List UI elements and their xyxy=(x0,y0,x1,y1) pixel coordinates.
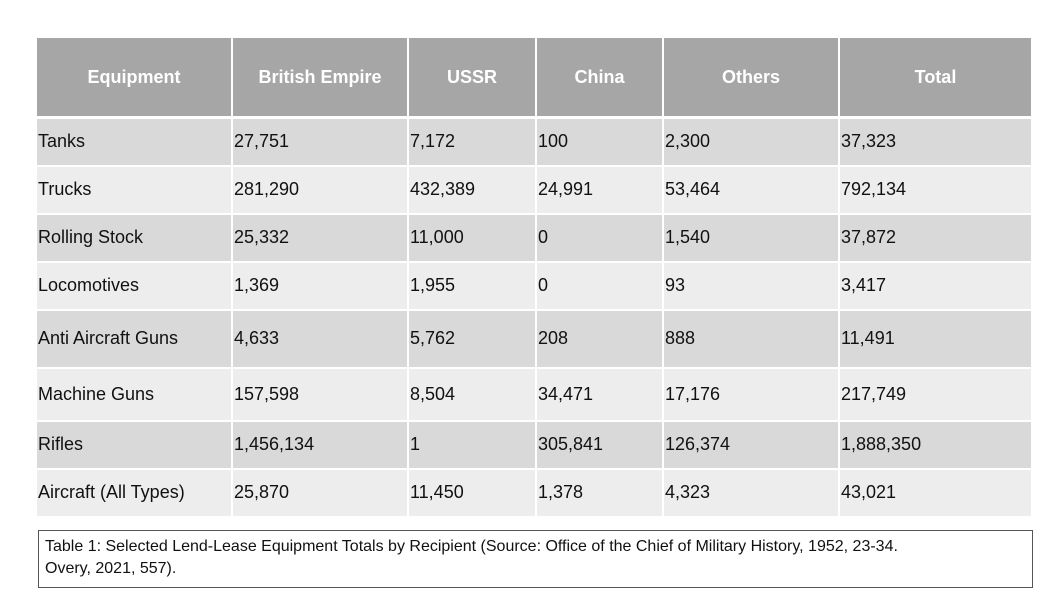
cell-ussr: 432,389 xyxy=(408,165,537,215)
cell-equipment: Rolling Stock xyxy=(37,213,233,263)
cell-equipment: Trucks xyxy=(37,165,233,215)
cell-ussr: 7,172 xyxy=(408,117,537,167)
cell-others: 126,374 xyxy=(663,420,840,470)
caption-line-1: Table 1: Selected Lend-Lease Equipment T… xyxy=(45,538,898,555)
table-row: Rolling Stock 25,332 11,000 0 1,540 37,8… xyxy=(37,213,1031,263)
lend-lease-table-container: Equipment British Empire USSR China Othe… xyxy=(37,38,1031,518)
cell-total: 217,749 xyxy=(839,367,1031,422)
cell-china: 34,471 xyxy=(536,367,664,422)
table-header: Equipment British Empire USSR China Othe… xyxy=(37,38,1031,119)
header-ussr: USSR xyxy=(408,38,537,119)
cell-british-empire: 25,332 xyxy=(232,213,409,263)
cell-total: 1,888,350 xyxy=(839,420,1031,470)
cell-british-empire: 1,456,134 xyxy=(232,420,409,470)
cell-ussr: 11,000 xyxy=(408,213,537,263)
table-row: Machine Guns 157,598 8,504 34,471 17,176… xyxy=(37,367,1031,422)
cell-british-empire: 27,751 xyxy=(232,117,409,167)
table-body: Tanks 27,751 7,172 100 2,300 37,323 Truc… xyxy=(37,117,1031,518)
cell-ussr: 1,955 xyxy=(408,261,537,311)
cell-equipment: Locomotives xyxy=(37,261,233,311)
cell-china: 24,991 xyxy=(536,165,664,215)
cell-british-empire: 157,598 xyxy=(232,367,409,422)
header-china: China xyxy=(536,38,664,119)
cell-total: 3,417 xyxy=(839,261,1031,311)
cell-british-empire: 4,633 xyxy=(232,309,409,369)
cell-total: 11,491 xyxy=(839,309,1031,369)
cell-total: 43,021 xyxy=(839,468,1031,518)
cell-china: 0 xyxy=(536,213,664,263)
cell-others: 4,323 xyxy=(663,468,840,518)
cell-china: 1,378 xyxy=(536,468,664,518)
table-row: Anti Aircraft Guns 4,633 5,762 208 888 1… xyxy=(37,309,1031,369)
header-total: Total xyxy=(839,38,1031,119)
table-row: Trucks 281,290 432,389 24,991 53,464 792… xyxy=(37,165,1031,215)
cell-ussr: 5,762 xyxy=(408,309,537,369)
header-others: Others xyxy=(663,38,840,119)
cell-china: 305,841 xyxy=(536,420,664,470)
table-caption: Table 1: Selected Lend-Lease Equipment T… xyxy=(38,530,1033,588)
cell-british-empire: 281,290 xyxy=(232,165,409,215)
cell-equipment: Tanks xyxy=(37,117,233,167)
table-row: Aircraft (All Types) 25,870 11,450 1,378… xyxy=(37,468,1031,518)
cell-china: 100 xyxy=(536,117,664,167)
cell-equipment: Rifles xyxy=(37,420,233,470)
cell-others: 53,464 xyxy=(663,165,840,215)
cell-equipment: Aircraft (All Types) xyxy=(37,468,233,518)
cell-british-empire: 25,870 xyxy=(232,468,409,518)
cell-equipment: Anti Aircraft Guns xyxy=(37,309,233,369)
cell-others: 2,300 xyxy=(663,117,840,167)
cell-others: 17,176 xyxy=(663,367,840,422)
cell-ussr: 1 xyxy=(408,420,537,470)
cell-china: 208 xyxy=(536,309,664,369)
cell-others: 1,540 xyxy=(663,213,840,263)
cell-others: 888 xyxy=(663,309,840,369)
cell-ussr: 8,504 xyxy=(408,367,537,422)
table-row: Tanks 27,751 7,172 100 2,300 37,323 xyxy=(37,117,1031,167)
header-row: Equipment British Empire USSR China Othe… xyxy=(37,38,1031,119)
lend-lease-table: Equipment British Empire USSR China Othe… xyxy=(37,38,1031,518)
table-row: Locomotives 1,369 1,955 0 93 3,417 xyxy=(37,261,1031,311)
header-british-empire: British Empire xyxy=(232,38,409,119)
cell-ussr: 11,450 xyxy=(408,468,537,518)
cell-china: 0 xyxy=(536,261,664,311)
cell-total: 37,872 xyxy=(839,213,1031,263)
cell-others: 93 xyxy=(663,261,840,311)
cell-equipment: Machine Guns xyxy=(37,367,233,422)
caption-line-2: Overy, 2021, 557). xyxy=(45,560,177,577)
header-equipment: Equipment xyxy=(37,38,233,119)
cell-total: 792,134 xyxy=(839,165,1031,215)
cell-total: 37,323 xyxy=(839,117,1031,167)
table-row: Rifles 1,456,134 1 305,841 126,374 1,888… xyxy=(37,420,1031,470)
cell-british-empire: 1,369 xyxy=(232,261,409,311)
